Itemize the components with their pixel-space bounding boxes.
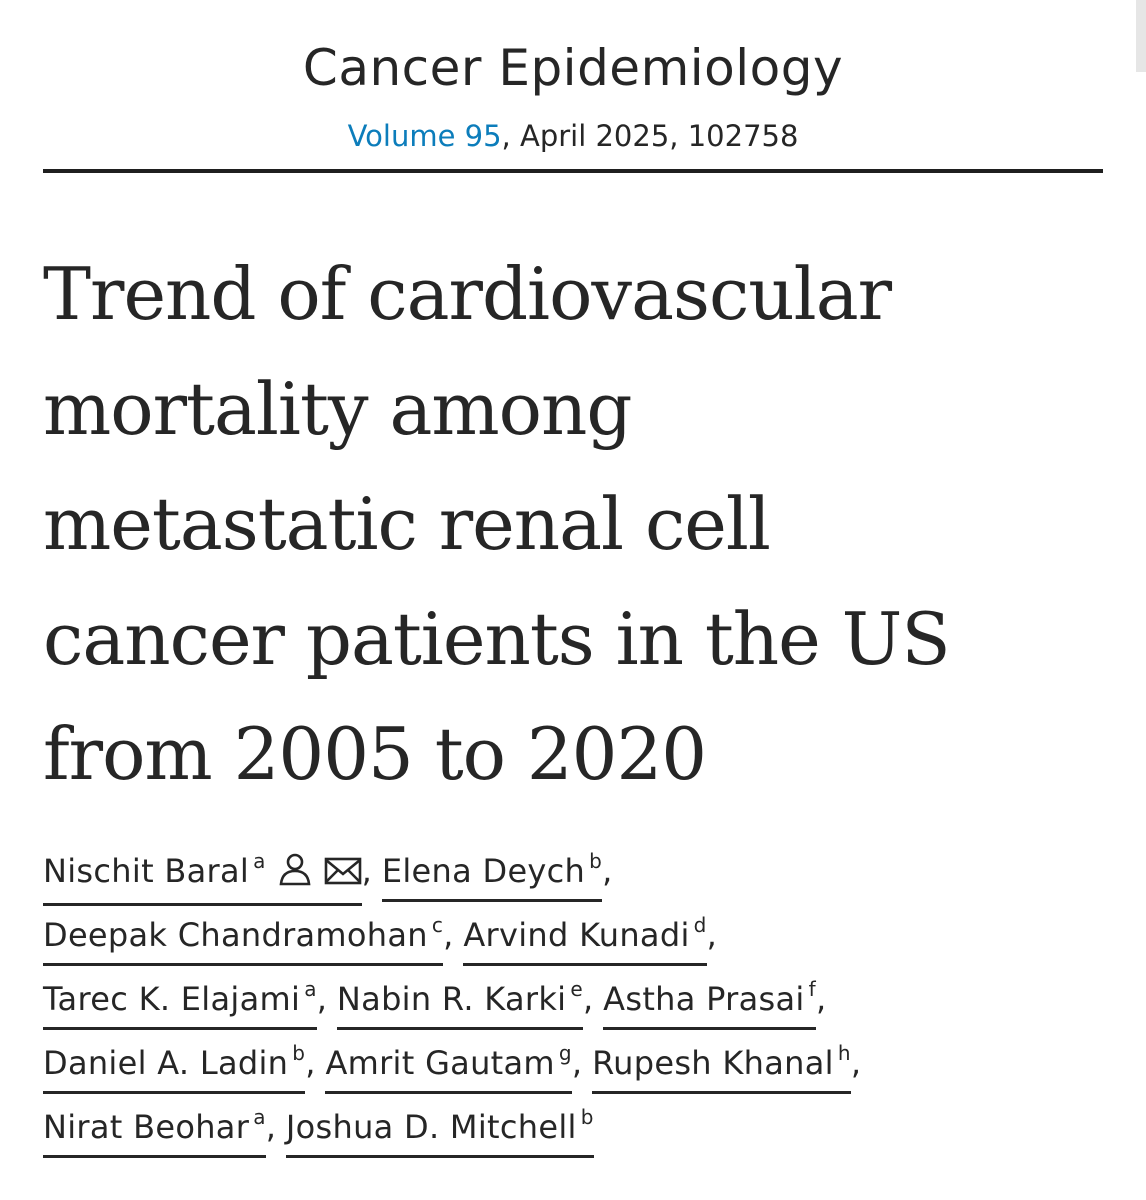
title-line: metastatic renal cell xyxy=(43,482,771,566)
affiliation-marker[interactable]: c xyxy=(431,913,444,937)
author-link[interactable]: Nabin R. Karki e xyxy=(336,973,583,1030)
author-line: Nirat Beohar a, Joshua D. Mitchell b xyxy=(43,1101,1103,1165)
author-name: Amrit Gautam xyxy=(325,1044,555,1082)
author-name: Nabin R. Karki xyxy=(336,980,567,1018)
author-name: Joshua D. Mitchell xyxy=(285,1108,577,1146)
author-link[interactable]: Astha Prasai f xyxy=(603,973,816,1030)
affiliation-marker[interactable]: b xyxy=(589,849,603,873)
author-name: Daniel A. Ladin xyxy=(43,1044,289,1082)
author-separator: , xyxy=(850,1044,861,1082)
author-separator: , xyxy=(361,852,372,890)
envelope-icon[interactable] xyxy=(324,849,362,901)
affiliation-marker[interactable]: g xyxy=(558,1041,572,1065)
journal-title[interactable]: Cancer Epidemiology xyxy=(302,39,844,97)
author-name: Elena Deych xyxy=(381,852,586,890)
author-separator: , xyxy=(571,1044,583,1082)
title-line: Trend of cardiovascular xyxy=(43,252,892,336)
affiliation-marker[interactable]: a xyxy=(253,1105,266,1129)
author-separator: , xyxy=(265,1108,276,1146)
title-line: cancer patients in the US xyxy=(43,597,951,681)
author-link[interactable]: Rupesh Khanal h xyxy=(592,1037,851,1094)
affiliation-marker[interactable]: b xyxy=(580,1105,594,1129)
author-link[interactable]: Arvind Kunadi d xyxy=(463,909,707,966)
author-separator: , xyxy=(706,916,717,954)
title-line: from 2005 to 2020 xyxy=(43,712,707,796)
author-line: Deepak Chandramohan c, Arvind Kunadi d, xyxy=(43,909,1103,973)
issue-info: , April 2025, 102758 xyxy=(501,119,799,153)
author-link[interactable]: Nirat Beohar a xyxy=(43,1101,266,1158)
affiliation-marker[interactable]: b xyxy=(292,1041,306,1065)
header-divider xyxy=(43,169,1103,173)
author-separator: , xyxy=(443,916,454,954)
title-line: mortality among xyxy=(43,367,632,451)
affiliation-marker[interactable]: h xyxy=(837,1041,851,1065)
author-link[interactable]: Deepak Chandramohan c xyxy=(43,909,444,966)
author-link[interactable]: Joshua D. Mitchell b xyxy=(285,1101,594,1158)
author-line: Tarec K. Elajami a, Nabin R. Karki e, Astha … xyxy=(43,973,1103,1037)
author-line: Daniel A. Ladin b, Amrit Gautam g, Rupesh Kh… xyxy=(43,1037,1103,1101)
author-name: Nirat Beohar xyxy=(43,1108,250,1146)
author-separator: , xyxy=(582,980,594,1018)
author-name: Astha Prasai xyxy=(603,980,805,1018)
volume-link[interactable]: Volume 95 xyxy=(347,119,502,153)
affiliation-marker[interactable]: f xyxy=(808,977,816,1001)
citation-line: Volume 95, April 2025, 102758 xyxy=(43,116,1103,156)
affiliation-marker[interactable]: e xyxy=(570,977,583,1001)
author-name: Tarec K. Elajami xyxy=(43,980,301,1018)
scrollbar[interactable] xyxy=(1136,0,1146,72)
author-line: Nischit Baral a, Elena Deych b, xyxy=(43,845,1103,909)
person-icon[interactable] xyxy=(278,849,312,901)
author-name: Rupesh Khanal xyxy=(592,1044,834,1082)
author-separator: , xyxy=(815,980,827,1018)
author-link[interactable]: Tarec K. Elajami a xyxy=(43,973,317,1030)
article-title: Trend of cardiovascular mortality among … xyxy=(43,237,1103,812)
affiliation-marker[interactable]: a xyxy=(304,977,317,1001)
author-link[interactable]: Daniel A. Ladin b xyxy=(43,1037,306,1094)
author-link[interactable]: Amrit Gautam g xyxy=(325,1037,572,1094)
affiliation-marker[interactable]: a xyxy=(253,849,266,873)
author-separator: , xyxy=(602,852,613,890)
author-list: Nischit Baral a, Elena Deych b, Deepak Chand… xyxy=(43,845,1103,1165)
author-link[interactable]: Elena Deych b xyxy=(381,845,603,902)
author-name: Nischit Baral xyxy=(43,852,250,890)
journal-header: Cancer Epidemiology Volume 95, April 202… xyxy=(43,36,1103,156)
author-separator: , xyxy=(316,980,327,1018)
affiliation-marker[interactable]: d xyxy=(693,913,707,937)
author-name: Arvind Kunadi xyxy=(463,916,690,954)
author-separator: , xyxy=(305,1044,316,1082)
author-link[interactable]: Nischit Baral a xyxy=(43,845,362,906)
author-name: Deepak Chandramohan xyxy=(43,916,428,954)
